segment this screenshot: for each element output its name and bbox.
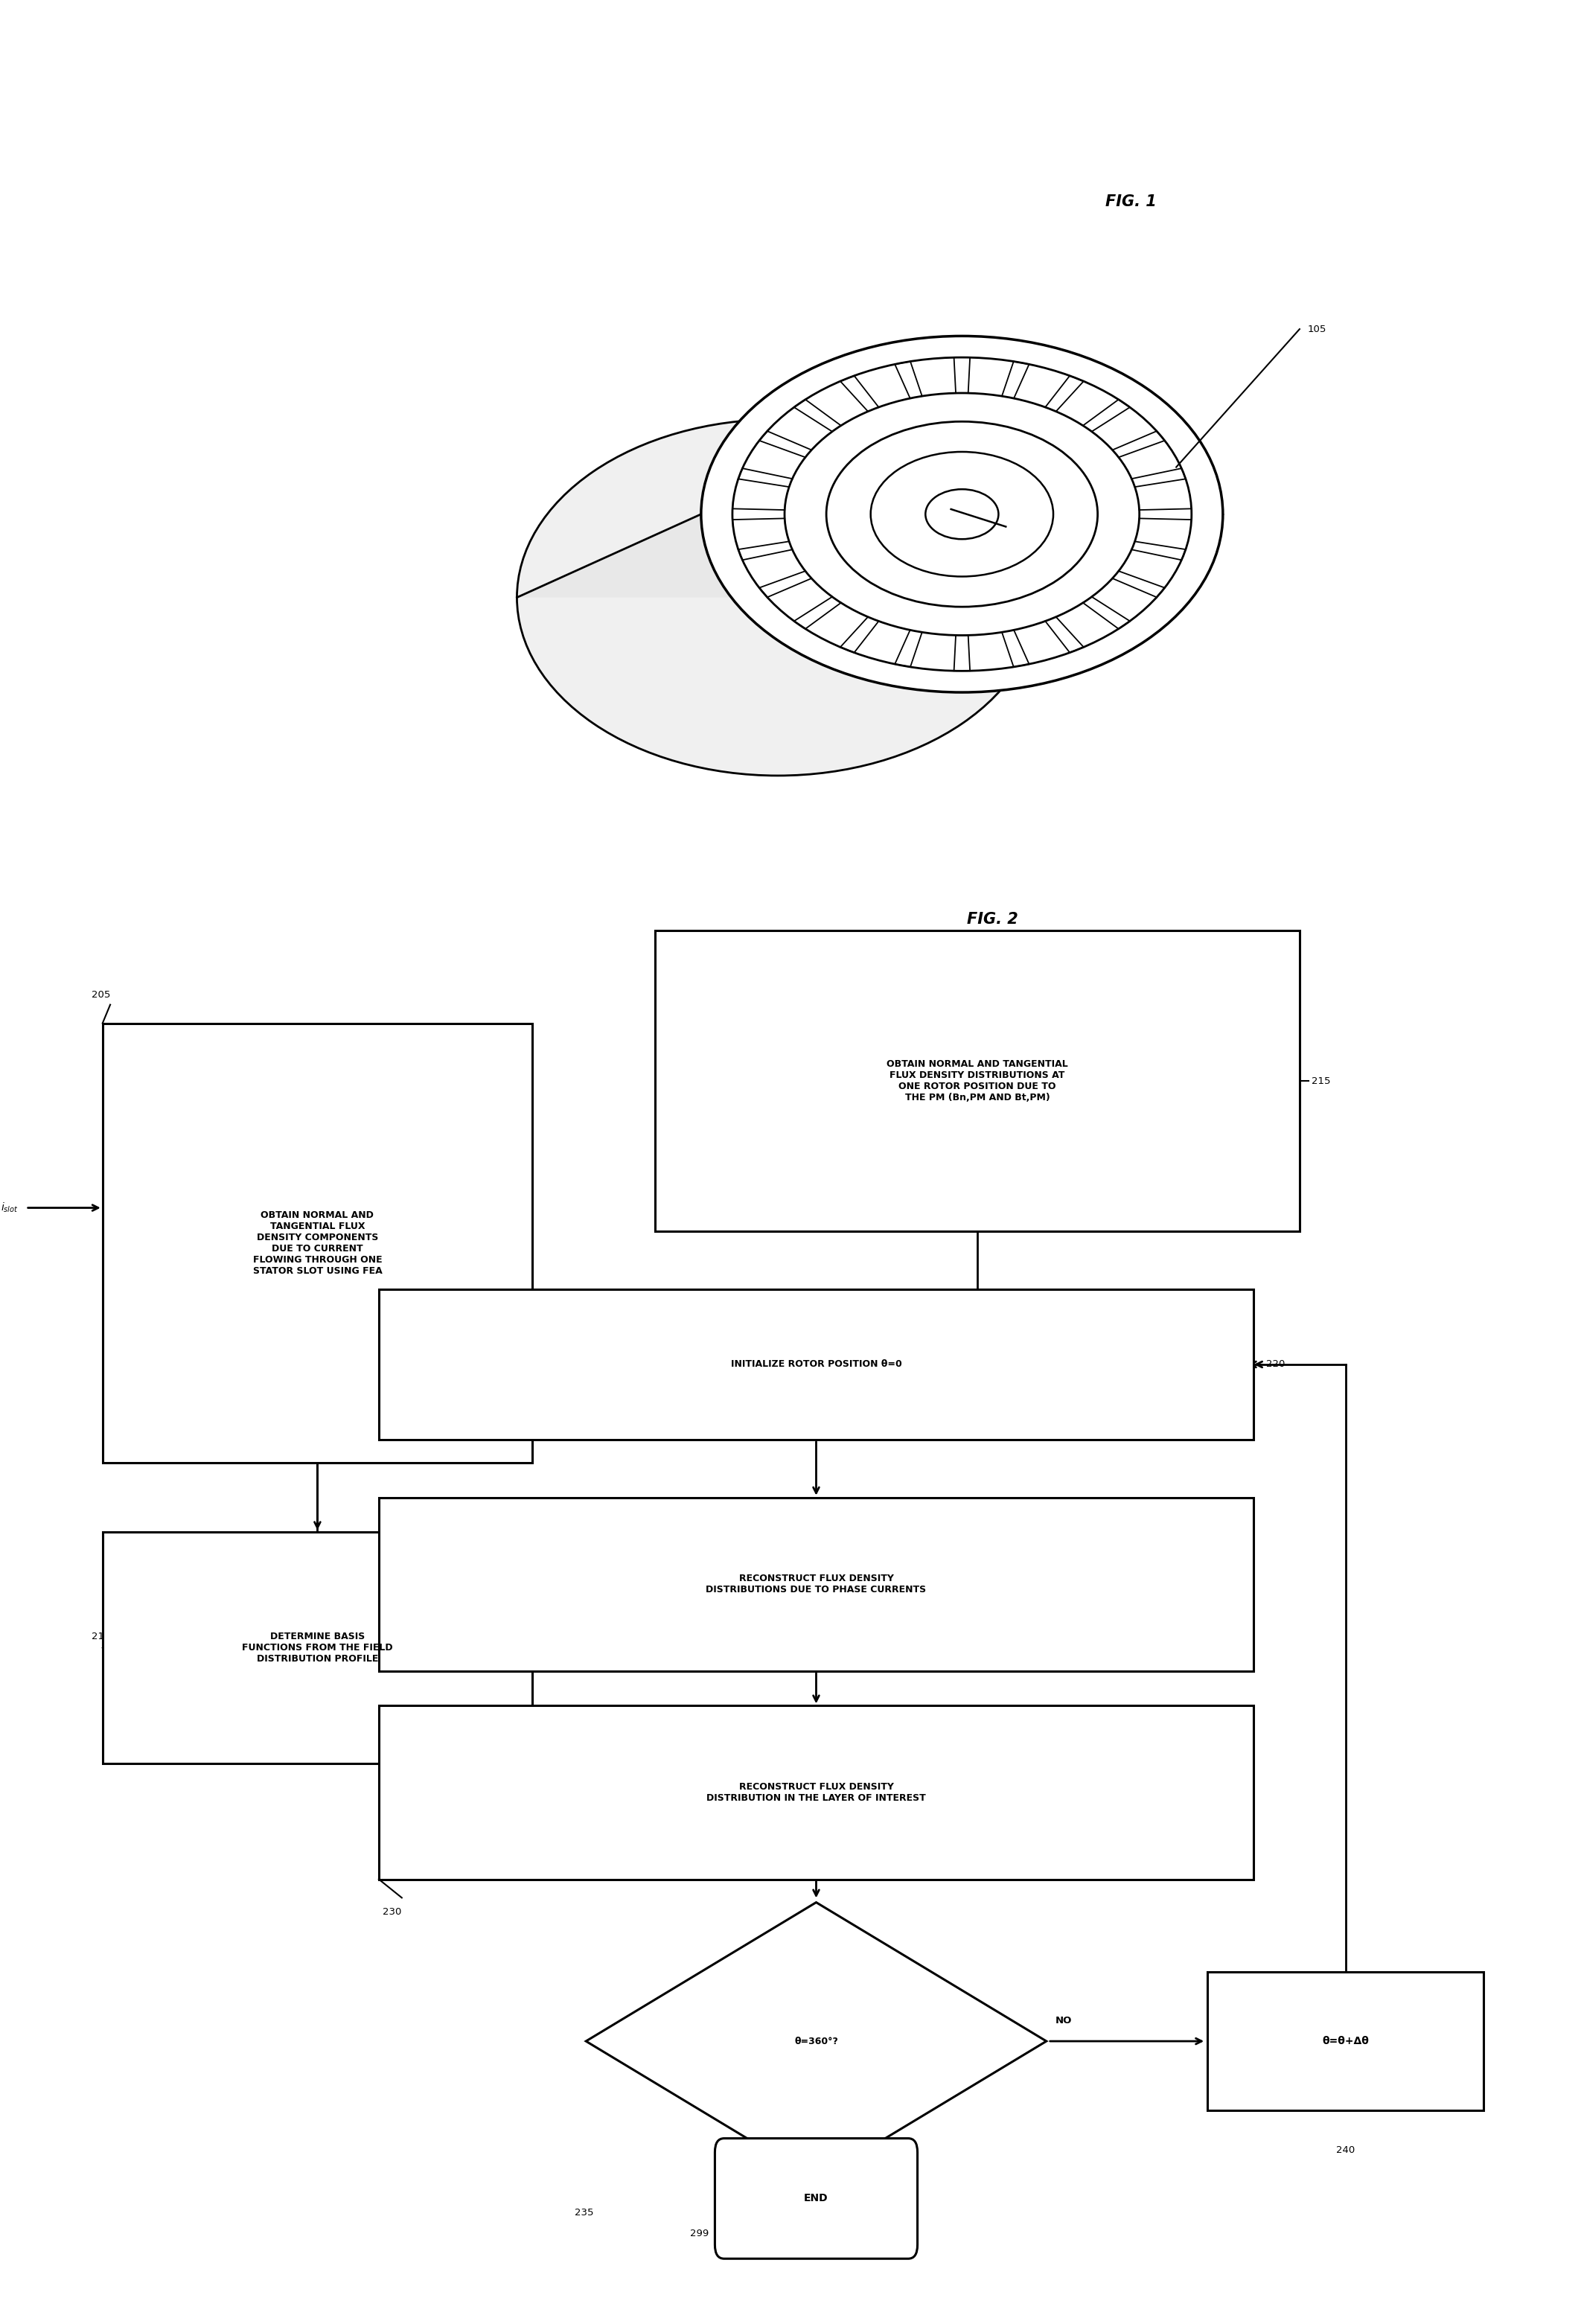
Text: 220: 220 xyxy=(1266,1360,1285,1369)
Ellipse shape xyxy=(871,451,1053,576)
FancyBboxPatch shape xyxy=(655,930,1300,1232)
Text: θ=θ+Δθ: θ=θ+Δθ xyxy=(1322,2036,1369,2047)
Ellipse shape xyxy=(925,490,999,539)
Polygon shape xyxy=(587,1903,1047,2180)
Text: 205: 205 xyxy=(92,990,111,999)
Ellipse shape xyxy=(827,421,1097,607)
Ellipse shape xyxy=(732,358,1192,672)
Text: 299: 299 xyxy=(689,2229,708,2238)
FancyBboxPatch shape xyxy=(715,2138,917,2259)
FancyBboxPatch shape xyxy=(379,1706,1254,1880)
Text: RECONSTRUCT FLUX DENSITY
DISTRIBUTIONS DUE TO PHASE CURRENTS: RECONSTRUCT FLUX DENSITY DISTRIBUTIONS D… xyxy=(707,1573,926,1594)
Text: OBTAIN NORMAL AND
TANGENTIAL FLUX
DENSITY COMPONENTS
DUE TO CURRENT
FLOWING THRO: OBTAIN NORMAL AND TANGENTIAL FLUX DENSIT… xyxy=(253,1211,383,1276)
FancyBboxPatch shape xyxy=(103,1532,533,1764)
Text: 235: 235 xyxy=(574,2208,593,2217)
Text: 240: 240 xyxy=(1336,2145,1355,2154)
FancyBboxPatch shape xyxy=(379,1497,1254,1671)
Ellipse shape xyxy=(784,393,1140,634)
Text: FIG. 1: FIG. 1 xyxy=(1105,195,1156,209)
FancyBboxPatch shape xyxy=(103,1023,533,1462)
FancyBboxPatch shape xyxy=(379,1290,1254,1439)
Text: FIG. 2: FIG. 2 xyxy=(968,911,1018,927)
Text: $i_{slot}$: $i_{slot}$ xyxy=(0,1202,17,1213)
Text: θ=360°?: θ=360°? xyxy=(794,2036,838,2045)
Text: 105: 105 xyxy=(1307,325,1326,335)
Text: DETERMINE BASIS
FUNCTIONS FROM THE FIELD
DISTRIBUTION PROFILE: DETERMINE BASIS FUNCTIONS FROM THE FIELD… xyxy=(242,1631,392,1664)
Text: OBTAIN NORMAL AND TANGENTIAL
FLUX DENSITY DISTRIBUTIONS AT
ONE ROTOR POSITION DU: OBTAIN NORMAL AND TANGENTIAL FLUX DENSIT… xyxy=(887,1060,1069,1102)
Text: $i_{abc}$: $i_{abc}$ xyxy=(262,1578,280,1590)
Text: 230: 230 xyxy=(383,1908,402,1917)
Text: RECONSTRUCT FLUX DENSITY
DISTRIBUTION IN THE LAYER OF INTEREST: RECONSTRUCT FLUX DENSITY DISTRIBUTION IN… xyxy=(707,1783,926,1803)
Text: 110: 110 xyxy=(930,579,949,588)
Text: END: END xyxy=(805,2194,828,2203)
Text: YES: YES xyxy=(824,2205,844,2215)
Text: NO: NO xyxy=(1056,2015,1072,2024)
Text: 225: 225 xyxy=(383,1699,402,1708)
FancyBboxPatch shape xyxy=(1208,1971,1483,2110)
Text: 215: 215 xyxy=(1312,1076,1331,1085)
Text: 210: 210 xyxy=(92,1631,111,1641)
Polygon shape xyxy=(517,514,1222,597)
Ellipse shape xyxy=(700,337,1222,693)
Ellipse shape xyxy=(517,418,1039,776)
Text: INITIALIZE ROTOR POSITION θ=0: INITIALIZE ROTOR POSITION θ=0 xyxy=(730,1360,901,1369)
